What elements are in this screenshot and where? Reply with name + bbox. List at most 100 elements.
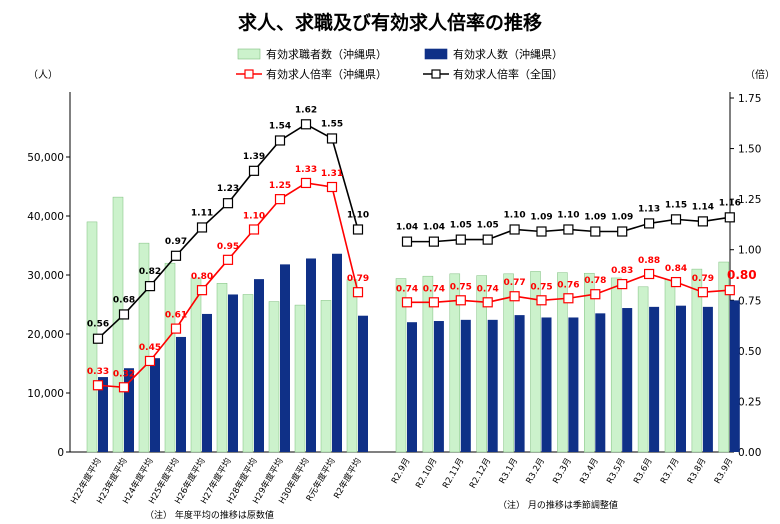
job-seekers-bar: [718, 261, 730, 453]
left-tick-label: 10,000: [27, 388, 64, 400]
national-ratio-data-label: 1.05: [450, 221, 472, 231]
legend-label: 有効求人倍率（沖縄県）: [266, 67, 387, 81]
x-tick-label: R3.1月: [498, 457, 521, 486]
okinawa-ratio-data-label: 0.79: [692, 274, 714, 284]
okinawa-ratio-data-label: 0.75: [530, 282, 552, 292]
national-ratio-data-label: 1.10: [503, 210, 525, 220]
national-ratio-marker: [274, 135, 286, 146]
right-tick-label: 1.75: [738, 93, 761, 105]
job-seekers-bar: [449, 273, 461, 453]
national-ratio-data-label: 1.05: [477, 221, 499, 231]
okinawa-ratio-data-label: 0.61: [165, 311, 187, 321]
okinawa-ratio-marker: [455, 295, 466, 306]
okinawa-ratio-data-label: 1.31: [321, 169, 343, 179]
national-ratio-marker: [724, 212, 735, 223]
okinawa-ratio-marker: [670, 276, 682, 288]
okinawa-ratio-data-label: 0.80: [727, 268, 757, 282]
job-seekers-bar: [503, 273, 514, 453]
okinawa-ratio-data-label: 0.74: [396, 284, 418, 294]
job-openings-bar: [358, 315, 368, 452]
job-openings-bar: [332, 253, 342, 452]
okinawa-ratio-marker: [697, 287, 709, 298]
national-ratio-marker: [670, 214, 682, 225]
x-tick-label: R3.3月: [551, 457, 574, 486]
okinawa-ratio-marker: [563, 293, 574, 304]
national-ratio-marker: [118, 309, 130, 320]
job-seekers-bar: [610, 277, 622, 453]
okinawa-ratio-marker: [509, 291, 520, 302]
okinawa-ratio-data-label: 0.84: [665, 264, 687, 274]
job-seekers-bar: [242, 294, 254, 453]
legend-label: 有効求人倍率（全国）: [453, 67, 563, 81]
national-ratio-data-label: 1.15: [665, 200, 687, 210]
note-annual: （注） 年度平均の推移は原数値: [145, 509, 274, 521]
okinawa-ratio-marker: [92, 380, 104, 391]
okinawa-ratio-marker: [300, 177, 312, 189]
national-ratio-marker: [170, 250, 182, 261]
okinawa-ratio-data-label: 0.95: [217, 242, 239, 252]
job-openings-bar: [124, 368, 134, 452]
okinawa-ratio-data-label: 1.33: [295, 165, 317, 175]
okinawa-ratio-marker: [326, 181, 338, 193]
x-tick-label: R3.2月: [524, 457, 547, 486]
job-seekers-bar: [190, 277, 202, 453]
x-tick-label: R2.12月: [468, 457, 493, 491]
national-ratio-marker: [196, 222, 208, 233]
okinawa-ratio-data-label: 1.25: [269, 181, 291, 191]
job-openings-bar: [487, 319, 498, 452]
job-seekers-bar: [320, 300, 332, 453]
job-openings-bar: [702, 306, 713, 452]
job-seekers-bar: [691, 268, 703, 453]
okinawa-ratio-data-label: 0.80: [191, 272, 213, 282]
job-openings-bar: [254, 279, 264, 452]
okinawa-ratio-data-label: 0.74: [423, 284, 445, 294]
okinawa-ratio-marker: [274, 194, 286, 205]
national-ratio-marker: [563, 224, 574, 235]
okinawa-ratio-marker: [196, 285, 208, 296]
job-seekers-bar: [112, 196, 124, 453]
legend-marker: [431, 69, 441, 79]
national-ratio-marker: [352, 224, 364, 235]
national-ratio-marker: [144, 281, 156, 292]
okinawa-ratio-marker: [536, 295, 547, 306]
national-ratio-data-label: 1.09: [611, 213, 633, 223]
okinawa-ratio-data-label: 0.45: [139, 343, 161, 353]
job-seekers-bar: [395, 278, 407, 453]
left-tick-label: 0: [57, 447, 64, 459]
right-tick-label: 0.25: [738, 396, 761, 408]
national-ratio-marker: [617, 226, 628, 237]
national-ratio-marker: [697, 216, 709, 227]
national-ratio-data-label: 1.09: [530, 213, 552, 223]
national-ratio-marker: [509, 224, 520, 235]
note-monthly: （注） 月の推移は季節調整値: [498, 499, 618, 511]
okinawa-ratio-marker: [643, 268, 655, 280]
job-openings-bar: [433, 321, 444, 452]
job-openings-bar: [541, 317, 552, 452]
okinawa-ratio-data-label: 0.77: [503, 278, 525, 288]
okinawa-ratio-data-label: 0.78: [584, 276, 606, 286]
bars: [86, 196, 740, 453]
okinawa-ratio-data-label: 0.83: [611, 266, 633, 276]
x-tick-label: R2.10月: [414, 457, 439, 491]
national-ratio-marker: [248, 165, 260, 176]
x-axis-labels: H22年度平均H23年度平均H24年度平均H25年度平均H26年度平均H27年度…: [68, 456, 735, 506]
right-tick-label: 1.25: [738, 194, 761, 206]
national-ratio-marker: [455, 234, 466, 245]
okinawa-ratio-marker: [118, 382, 130, 393]
job-openings-bar: [595, 313, 606, 452]
legend: 有効求職者数（沖縄県） 有効求人数（沖縄県） 有効求人倍率（沖縄県） 有効求人倍率（全…: [236, 47, 563, 81]
legend-marker: [244, 69, 254, 79]
job-openings-bar: [649, 306, 660, 452]
national-ratio-marker: [590, 226, 601, 237]
lines: 0.56 0.68 0.82 0.97 1.11 1.23 1.39 1.54 1.62 1.55…: [87, 105, 757, 393]
national-ratio-data-label: 0.56: [87, 320, 109, 330]
okinawa-ratio-marker: [170, 323, 182, 334]
job-openings-bar: [280, 264, 290, 452]
job-seekers-bar: [216, 283, 228, 453]
x-tick-label: R3.7月: [659, 457, 682, 486]
okinawa-ratio-data-label: 0.33: [87, 367, 109, 377]
national-ratio-data-label: 1.14: [692, 202, 714, 212]
x-tick-label: R2.11月: [441, 457, 466, 491]
job-seekers-bar: [138, 242, 150, 453]
job-openings-bar: [202, 313, 212, 452]
